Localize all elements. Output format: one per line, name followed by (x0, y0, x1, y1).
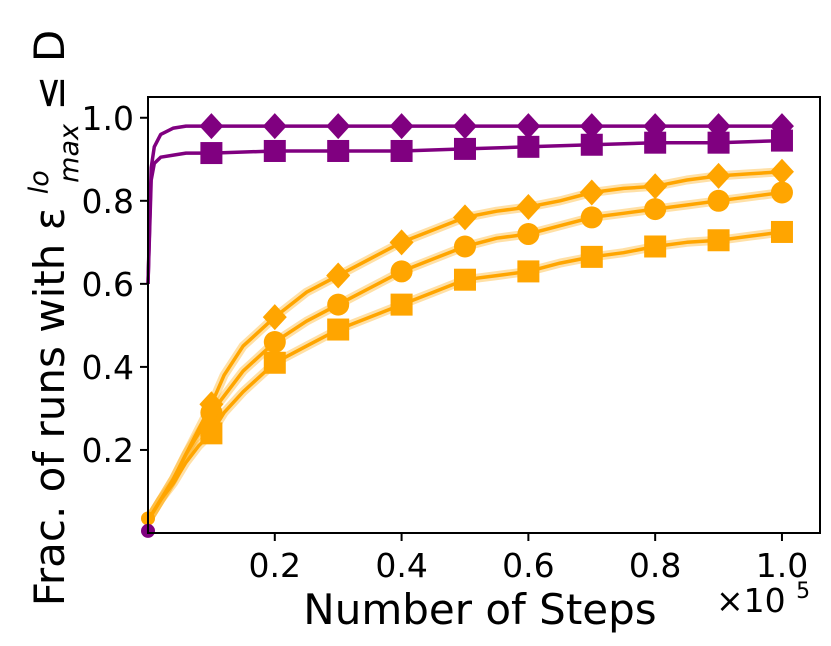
y-tick-label-3: 0.8 (82, 182, 134, 221)
series-1-marker-2 (327, 139, 350, 162)
series-layer (141, 113, 794, 538)
x-axis-multiplier: ×10 5 (716, 579, 810, 620)
series-4-marker-6 (580, 245, 603, 268)
x-tick-label-4: 1.0 (756, 546, 808, 585)
series-4-marker-9 (770, 220, 793, 243)
x-tick-label-3: 0.8 (629, 546, 681, 585)
series-3-marker-8 (707, 189, 730, 212)
y-label-subscript: max (54, 123, 85, 183)
series-4 (144, 220, 793, 523)
plot-frame (147, 96, 821, 534)
series-3 (144, 181, 793, 523)
series-2-marker-9 (769, 158, 794, 185)
series-3-marker-7 (644, 198, 667, 221)
y-label-superscript: lo (24, 170, 55, 194)
series-2-marker-3 (389, 229, 414, 256)
series-2-marker-1 (262, 304, 287, 331)
y-axis-label: Frac. of runs with ε lo max ≤ D (9, 30, 88, 606)
series-0-marker-2 (326, 113, 351, 140)
y-tick-label-2: 0.6 (82, 265, 134, 304)
y-tick-label-4: 1.0 (82, 99, 134, 138)
series-2-marker-2 (326, 262, 351, 289)
series-3-marker-0 (200, 401, 223, 424)
series-0-marker-5 (516, 113, 541, 140)
series-0-marker-1 (262, 113, 287, 140)
y-tick-label-0: 0.2 (82, 431, 134, 470)
series-1-marker-1 (263, 139, 286, 162)
series-1 (146, 129, 793, 284)
series-3-marker-5 (517, 223, 540, 246)
series-0-marker-3 (389, 113, 414, 140)
series-3-marker-3 (390, 260, 413, 283)
series-1-marker-7 (644, 131, 667, 154)
series-2-marker-4 (452, 204, 477, 231)
series-4-marker-8 (707, 229, 730, 252)
x-multiplier-base: ×10 (716, 581, 786, 620)
y-label-tail: ≤ D (25, 30, 74, 111)
series-4-marker-5 (517, 260, 540, 283)
x-tick-label-1: 0.4 (375, 546, 427, 585)
series-1-marker-3 (390, 139, 413, 162)
series-4-marker-3 (390, 293, 413, 316)
series-3-marker-4 (453, 235, 476, 258)
series-1-marker-6 (580, 133, 603, 156)
x-multiplier-exponent: 5 (796, 579, 810, 604)
y-tick-label-1: 0.4 (82, 348, 134, 387)
series-0-marker-6 (579, 113, 604, 140)
series-4-marker-7 (644, 235, 667, 258)
series-0-marker-4 (452, 113, 477, 140)
series-1-marker-4 (453, 137, 476, 160)
series-3-marker-9 (770, 181, 793, 204)
x-axis-label: Number of Steps (303, 585, 656, 634)
series-1-marker-9 (770, 129, 793, 152)
series-2-marker-6 (579, 179, 604, 206)
series-0-marker-0 (199, 113, 224, 140)
series-4-marker-0 (200, 422, 223, 445)
series-2-marker-8 (706, 162, 731, 189)
series-2 (144, 158, 794, 523)
series-2-marker-5 (516, 194, 541, 221)
series-3-marker-2 (327, 293, 350, 316)
series-4-marker-4 (453, 268, 476, 291)
x-tick-label-2: 0.6 (502, 546, 554, 585)
series-1-marker-5 (517, 135, 540, 158)
series-2-marker-7 (643, 173, 668, 200)
series-4-marker-2 (327, 318, 350, 341)
series-3-marker-6 (580, 206, 603, 229)
series-1-marker-8 (707, 131, 730, 154)
series-3-marker-1 (263, 330, 286, 353)
series-1-marker-0 (200, 142, 223, 165)
x-tick-label-0: 0.2 (249, 546, 301, 585)
ticks-layer: 0.2 0.4 0.6 0.8 1.0 0.2 0.4 0.6 0.8 1.0 (82, 99, 809, 585)
y-label-main: Frac. of runs with ε (25, 208, 74, 607)
series-4-marker-1 (263, 351, 286, 374)
